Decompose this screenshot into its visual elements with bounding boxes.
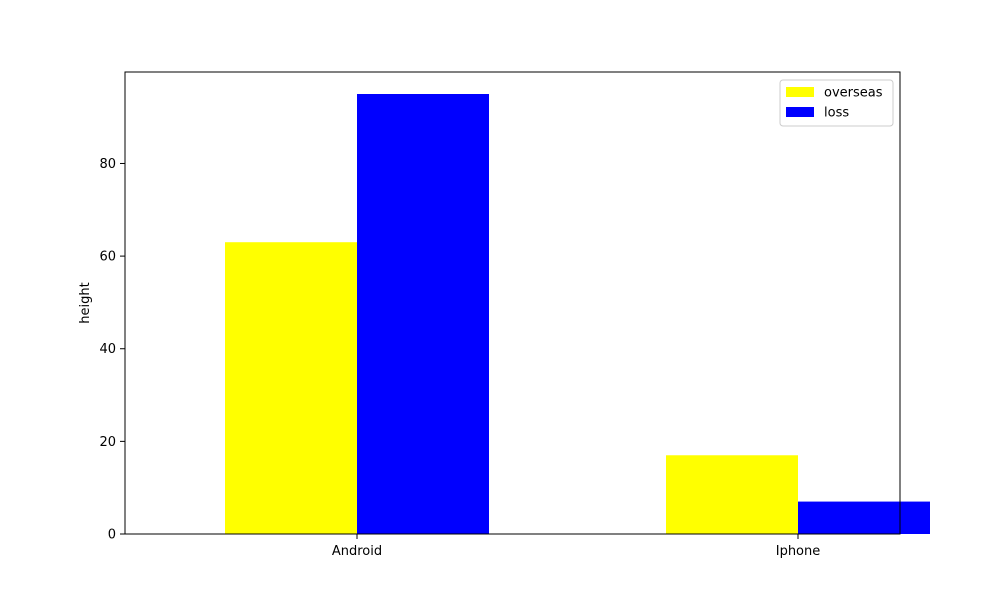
x-tick-label: Iphone <box>776 544 821 559</box>
legend-label-loss: loss <box>824 106 849 121</box>
legend-swatch-overseas <box>786 87 814 97</box>
x-axis: Android Iphone <box>332 534 820 559</box>
y-tick-label: 80 <box>99 157 116 172</box>
bar-overseas-android <box>225 242 357 535</box>
bar-overseas-iphone <box>666 455 798 534</box>
legend: overseas loss <box>779 79 894 127</box>
plot-frame <box>124 71 901 535</box>
y-axis-label: height <box>78 282 93 323</box>
x-tick-label: Android <box>332 544 382 559</box>
y-tick-label: 0 <box>108 528 116 543</box>
bar-loss-android <box>357 94 489 534</box>
y-axis: 0 20 40 60 80 <box>99 157 125 543</box>
legend-swatch-loss <box>786 107 814 117</box>
bars-layer <box>225 94 930 535</box>
y-tick-label: 20 <box>99 435 116 450</box>
y-tick-label: 60 <box>99 250 116 265</box>
y-tick-label: 40 <box>99 342 116 357</box>
legend-label-overseas: overseas <box>824 86 883 101</box>
bar-loss-iphone <box>798 501 930 534</box>
